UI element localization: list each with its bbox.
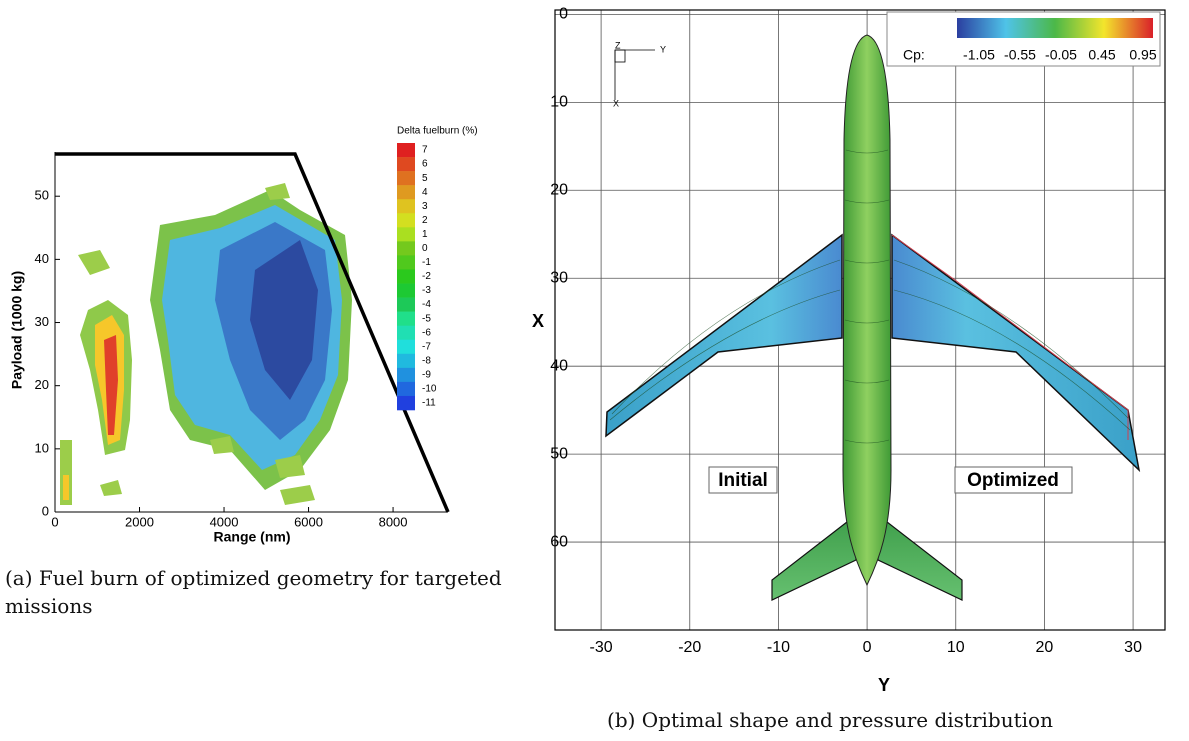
- page: Delta fuelburn (%) 76543210-1-2-3-4-5-6-…: [0, 0, 1189, 741]
- colorbar-cell: [397, 255, 415, 269]
- legend-label: 0.45: [1088, 47, 1115, 63]
- colorbar-label: -8: [422, 355, 431, 366]
- colorbar-label: -9: [422, 370, 431, 381]
- colorbar-cell: [397, 340, 415, 354]
- colorbar-label: -1: [422, 257, 431, 268]
- x-tick-label: -10: [767, 639, 790, 656]
- colorbar-cell: [397, 368, 415, 382]
- triad-label: Z: [615, 40, 621, 50]
- y-tick-label: 50: [35, 188, 49, 203]
- colorbar-label: 6: [422, 159, 428, 170]
- colorbar-cell: [397, 298, 415, 312]
- x-tick-label: 4000: [210, 514, 239, 529]
- y-tick-label: 30: [35, 314, 49, 329]
- colorbar-cell: [397, 312, 415, 326]
- colorbar-cell: [397, 157, 415, 171]
- figure: Delta fuelburn (%) 76543210-1-2-3-4-5-6-…: [0, 0, 1189, 741]
- x-tick-label: 8000: [379, 514, 408, 529]
- triad-label: Y: [660, 44, 666, 54]
- y-axis-label: Payload (1000 kg): [9, 271, 25, 389]
- colorbar-label: -6: [422, 327, 431, 338]
- legend-label: 0.95: [1129, 47, 1156, 63]
- colorbar-label: -4: [422, 299, 431, 310]
- x-tick-label: -30: [590, 639, 613, 656]
- x-tick-label: 20: [1036, 639, 1054, 656]
- y-tick-label: 10: [35, 440, 49, 455]
- colorbar-cell: [397, 199, 415, 213]
- y-tick-label: 30: [550, 269, 568, 286]
- colorbar-cell: [397, 284, 415, 298]
- colorbar-cell: [397, 382, 415, 396]
- x-tick-label: -20: [678, 639, 701, 656]
- colorbar-label: -2: [422, 271, 431, 282]
- colorbar-label: -10: [422, 384, 437, 395]
- y-tick-label: 40: [550, 357, 568, 374]
- panel-b-background: [510, 0, 1170, 696]
- annotation: Optimized: [967, 470, 1059, 491]
- annotation: Initial: [718, 470, 768, 491]
- colorbar-cell: [397, 241, 415, 255]
- colorbar-label: 2: [422, 215, 428, 226]
- y-tick-label: 20: [550, 182, 568, 199]
- colorbar-cell: [397, 185, 415, 199]
- legend-label: -1.05: [963, 47, 995, 63]
- x-tick-label: 0: [51, 514, 58, 529]
- x-tick-label: 30: [1124, 639, 1142, 656]
- x-tick-label: 10: [947, 639, 965, 656]
- triad-label: X: [613, 98, 619, 108]
- colorbar-label: 7: [422, 145, 428, 156]
- x-tick-label: 0: [863, 639, 872, 656]
- colorbar-cell: [397, 396, 415, 410]
- caption: (a) Fuel burn of optimized geometry for …: [5, 564, 510, 620]
- colorbar-cell: [397, 269, 415, 283]
- y-tick-label: 20: [35, 377, 49, 392]
- y-axis-label: X: [532, 311, 544, 331]
- x-tick-label: 2000: [125, 514, 154, 529]
- colorbar-cell: [397, 213, 415, 227]
- colorbar-cell: [397, 143, 415, 157]
- colorbar-label: -7: [422, 341, 431, 352]
- legend-title: Cp:: [903, 47, 925, 63]
- colorbar-cell: [397, 227, 415, 241]
- colorbar-label: -11: [422, 398, 436, 409]
- x-axis-label: Y: [878, 675, 890, 695]
- colorbar-label: 3: [422, 201, 428, 212]
- colorbar-label: -5: [422, 313, 431, 324]
- caption: (b) Optimal shape and pressure distribut…: [560, 706, 1100, 734]
- y-tick-label: 10: [550, 94, 568, 111]
- colorbar-label: 4: [422, 187, 428, 198]
- y-tick-label: 0: [559, 6, 568, 23]
- colorbar-cell: [397, 326, 415, 340]
- legend-colorbar: [957, 18, 1153, 38]
- colorbar-label: 0: [422, 243, 428, 254]
- colorbar-cell: [397, 354, 415, 368]
- y-tick-label: 0: [42, 503, 49, 518]
- y-tick-label: 60: [550, 533, 568, 550]
- legend-label: -0.55: [1004, 47, 1036, 63]
- x-axis-label: Range (nm): [214, 529, 291, 545]
- y-tick-label: 40: [35, 251, 49, 266]
- colorbar-label: 5: [422, 173, 428, 184]
- colorbar-label: -3: [422, 285, 431, 296]
- colorbar: 7 6 5 4 3 2 1 0 -1 -2 -3 -4 -5 -6 -7 -8 -9 -10 -11: [397, 143, 437, 410]
- y-tick-label: 50: [550, 445, 568, 462]
- x-tick-label: 6000: [294, 514, 323, 529]
- colorbar-cell: [397, 171, 415, 185]
- contour-field: [60, 183, 352, 505]
- legend-label: -0.05: [1045, 47, 1077, 63]
- colorbar-title: Delta fuelburn (%): [397, 126, 478, 137]
- colorbar-label: 1: [422, 229, 428, 240]
